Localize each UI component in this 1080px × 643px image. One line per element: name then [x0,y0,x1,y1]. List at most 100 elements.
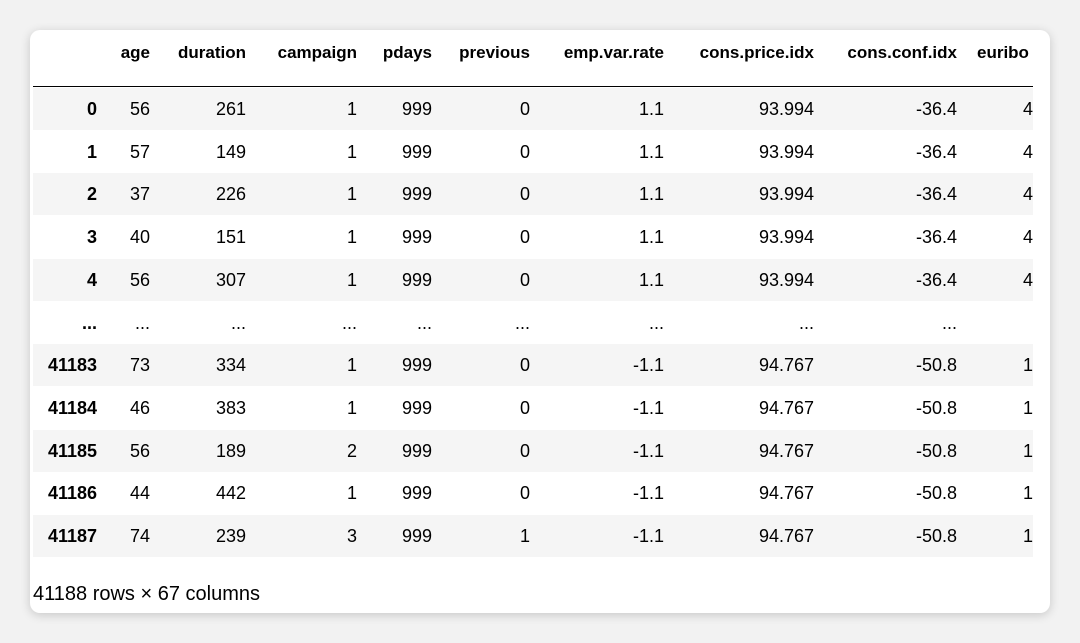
table-cell: 93.994 [758,141,814,162]
table-cell: -1.1 [632,440,664,461]
table: age duration campaign pdays previous emp.var.… [33,30,1033,570]
column-header: euribo [977,43,1029,62]
table-cell: 74 [129,526,150,546]
table-cell: 442 [215,483,246,504]
table-cell: 1 [519,526,530,546]
table-cell: -36.4 [915,141,957,162]
table-cell: -1.1 [632,397,664,418]
table-cell: -36.4 [915,227,957,248]
table-cell: -1.1 [632,526,664,546]
table-cell: 46 [129,397,150,418]
row-index: 41185 [47,440,97,461]
table-cell: 999 [401,269,432,290]
table-cell: 56 [129,269,150,290]
table-cell: -50.8 [915,397,957,418]
footer: 41188 rows × 67 columns [33,583,260,605]
row-index: 41183 [47,355,97,376]
table-cell: 1 [346,269,357,290]
table-cell: 1 [346,397,357,418]
table-cell: 0 [519,141,530,162]
table-cell: 37 [129,184,150,205]
table-cell: 0 [519,269,530,290]
table-cell: 1 [346,99,357,119]
table-cell: 1 [346,141,357,162]
table-cell: ... [798,312,814,333]
table-cell: 94.767 [758,440,814,461]
row-index: 41186 [47,483,97,504]
row-stripe [33,515,1033,557]
table-cell: 4 [1022,227,1033,248]
table-cell: 0 [519,440,530,461]
table-cell: 999 [401,483,432,504]
table-cell: 3 [346,526,357,546]
table-cell: 1.1 [638,227,664,248]
dataframe-card: age duration campaign pdays previous emp.var.… [30,30,1050,613]
table-cell: 1 [346,483,357,504]
table-cell: -1.1 [632,355,664,376]
table-cell: -36.4 [915,99,957,119]
table-cell: 239 [215,526,246,546]
table-cell: 4 [1022,184,1033,205]
table-cell: 4 [1022,141,1033,162]
column-header: previous [459,43,530,62]
table-cell: 0 [519,227,530,248]
table-cell: 40 [129,227,150,248]
row-stripe [33,173,1033,216]
table-cell: ... [416,312,432,333]
table-cell: 44 [129,483,150,504]
table-cell: 1 [346,227,357,248]
table-cell: 1.1 [638,269,664,290]
table-cell: 999 [401,99,432,119]
table-cell: -50.8 [915,440,957,461]
table-cell: 0 [519,355,530,376]
table-cell: 1 [346,355,357,376]
row-index: 3 [86,227,97,248]
row-index: ... [81,312,97,333]
table-cell: 4 [1022,269,1033,290]
table-cell: 999 [401,141,432,162]
row-stripe [33,429,1033,472]
table-cell: 999 [401,526,432,546]
table-cell: 149 [215,141,246,162]
column-header: campaign [277,43,357,62]
table-cell: 1.1 [638,184,664,205]
table-cell: 57 [129,141,150,162]
table-cell: 93.994 [758,184,814,205]
table-cell: -1.1 [632,483,664,504]
table-cell: 226 [215,184,246,205]
row-index: 4 [86,269,97,290]
table-cell: 189 [215,440,246,461]
table-cell: 1 [346,184,357,205]
table-cell: 334 [215,355,246,376]
table-cell: -50.8 [915,526,957,546]
table-cell: 4 [1022,99,1033,119]
row-index: 41184 [47,397,97,418]
table-cell: 999 [401,355,432,376]
table-cell: 94.767 [758,526,814,546]
table-cell: 999 [401,440,432,461]
row-stripe [33,344,1033,387]
table-cell: 94.767 [758,397,814,418]
table-cell: 73 [129,355,150,376]
table-cell: -50.8 [915,483,957,504]
table-cell: ... [648,312,664,333]
column-header: duration [178,43,246,62]
table-cell: ... [341,312,357,333]
table-cell: 151 [215,227,246,248]
table-cell: ... [941,312,957,333]
table-cell: 0 [519,184,530,205]
column-header: pdays [382,43,432,62]
table-cell: 1 [1022,526,1033,546]
column-header: emp.var.rate [563,43,664,62]
table-cell: 261 [215,99,246,119]
row-index: 2 [86,184,97,205]
table-cell: -36.4 [915,269,957,290]
table-cell: 1.1 [638,99,664,119]
table-cell: 999 [401,397,432,418]
header-rule [33,86,1033,87]
table-cell: 94.767 [758,483,814,504]
column-header: age [120,43,150,62]
column-header: cons.conf.idx [847,43,957,62]
table-cell: 93.994 [758,269,814,290]
table-cell: 93.994 [758,99,814,119]
